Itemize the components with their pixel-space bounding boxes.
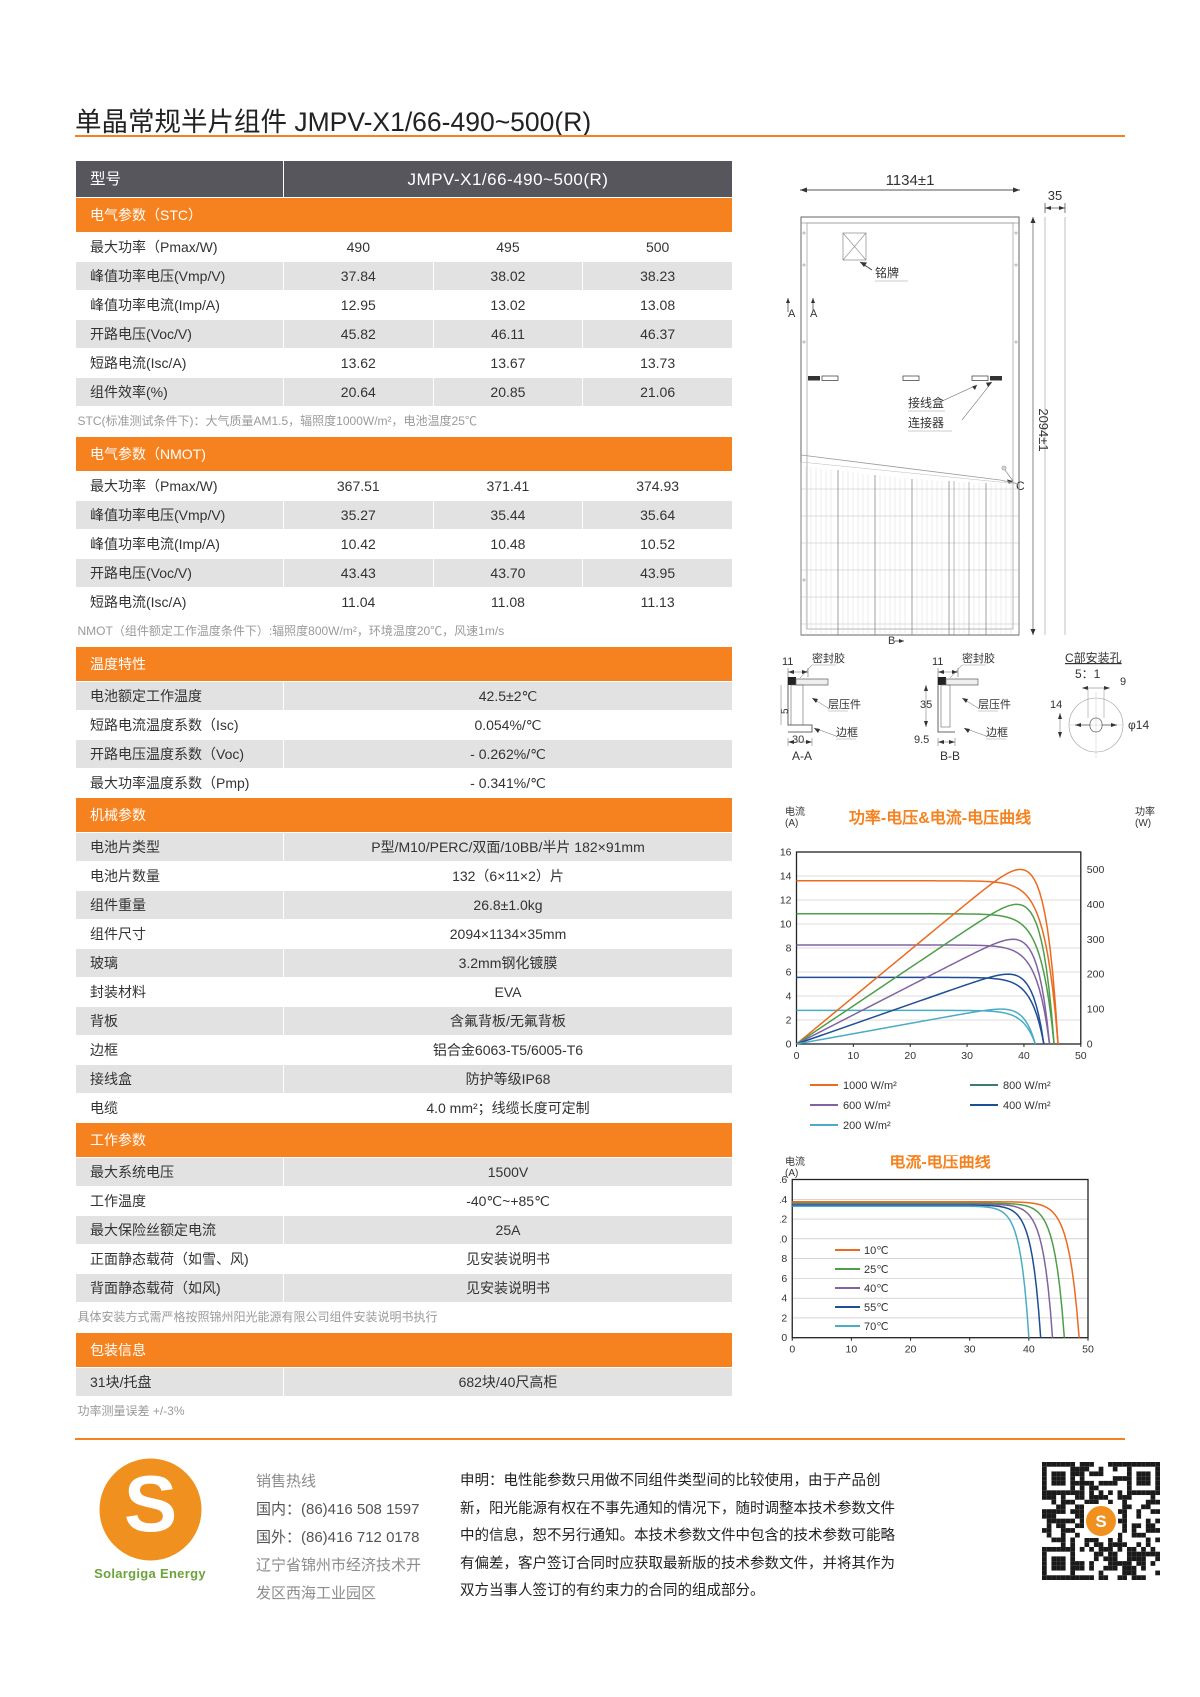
svg-text:16: 16 [780, 847, 792, 859]
svg-text:400: 400 [1087, 899, 1105, 911]
svg-text:200: 200 [1087, 969, 1105, 981]
svg-text:10℃: 10℃ [864, 1245, 889, 1257]
svg-text:0: 0 [794, 1050, 800, 1062]
svg-text:35: 35 [1048, 188, 1062, 203]
svg-text:层压件: 层压件 [828, 698, 861, 711]
svg-text:10: 10 [846, 1344, 858, 1356]
svg-text:55℃: 55℃ [864, 1302, 889, 1314]
svg-text:C: C [1016, 479, 1025, 493]
svg-text:100: 100 [1087, 1004, 1105, 1016]
svg-text:边框: 边框 [986, 726, 1008, 739]
svg-text:11: 11 [782, 656, 793, 668]
svg-text:14: 14 [780, 1194, 787, 1206]
svg-text:铭牌: 铭牌 [875, 265, 899, 280]
svg-text:电流-电压曲线: 电流-电压曲线 [889, 1155, 990, 1171]
svg-text:2: 2 [781, 1312, 787, 1324]
svg-text:50: 50 [1075, 1050, 1087, 1062]
svg-text:密封胶: 密封胶 [962, 651, 995, 665]
svg-text:φ14: φ14 [1128, 718, 1149, 732]
svg-text:30: 30 [964, 1344, 976, 1356]
svg-text:0: 0 [1087, 1039, 1093, 1051]
svg-text:4: 4 [786, 991, 792, 1003]
svg-text:40: 40 [1023, 1344, 1035, 1356]
svg-text:25℃: 25℃ [864, 1264, 889, 1276]
svg-text:电流: 电流 [785, 1155, 805, 1168]
svg-text:20: 20 [904, 1050, 916, 1062]
svg-text:5：1: 5：1 [1075, 667, 1101, 681]
svg-text:10: 10 [780, 919, 792, 931]
svg-text:50: 50 [1082, 1344, 1094, 1356]
svg-text:14: 14 [780, 871, 792, 883]
svg-text:6: 6 [786, 967, 792, 979]
svg-text:30: 30 [792, 734, 804, 746]
svg-text:500: 500 [1087, 864, 1105, 876]
svg-text:10: 10 [780, 1233, 787, 1245]
svg-text:40: 40 [1018, 1050, 1030, 1062]
svg-text:A-A: A-A [792, 749, 812, 763]
svg-text:14: 14 [1050, 699, 1062, 711]
svg-text:2: 2 [786, 1015, 792, 1027]
svg-text:接线盒: 接线盒 [908, 395, 944, 410]
svg-text:C部安装孔: C部安装孔 [1065, 650, 1122, 665]
svg-text:0: 0 [781, 1332, 787, 1344]
svg-text:电流: 电流 [785, 805, 805, 818]
svg-text:功率-电压&电流-电压曲线: 功率-电压&电流-电压曲线 [849, 808, 1031, 827]
svg-text:6: 6 [781, 1273, 787, 1285]
svg-text:(A): (A) [785, 818, 798, 829]
svg-text:400 W/m²: 400 W/m² [1003, 1100, 1051, 1112]
svg-text:10: 10 [848, 1050, 860, 1062]
svg-text:功率: 功率 [1135, 805, 1155, 818]
svg-text:层压件: 层压件 [978, 698, 1011, 711]
svg-text:边框: 边框 [836, 726, 858, 739]
svg-text:B-B: B-B [940, 749, 960, 763]
svg-text:1000 W/m²: 1000 W/m² [843, 1080, 897, 1092]
svg-text:200 W/m²: 200 W/m² [843, 1120, 891, 1132]
svg-text:S: S [123, 1459, 176, 1548]
svg-text:70℃: 70℃ [864, 1321, 889, 1333]
svg-text:600 W/m²: 600 W/m² [843, 1100, 891, 1112]
svg-text:5: 5 [780, 708, 791, 714]
svg-text:4: 4 [781, 1293, 787, 1305]
svg-text:0: 0 [786, 1039, 792, 1051]
svg-text:8: 8 [786, 943, 792, 955]
svg-text:12: 12 [780, 1214, 787, 1226]
svg-text:30: 30 [961, 1050, 973, 1062]
svg-text:9.5: 9.5 [914, 734, 929, 746]
svg-text:20: 20 [905, 1344, 917, 1356]
svg-text:2094±1: 2094±1 [1036, 408, 1051, 451]
svg-text:B: B [888, 635, 895, 647]
svg-text:800 W/m²: 800 W/m² [1003, 1080, 1051, 1092]
svg-text:300: 300 [1087, 934, 1105, 946]
svg-text:S: S [1095, 1512, 1106, 1531]
svg-text:12: 12 [780, 895, 792, 907]
svg-text:密封胶: 密封胶 [812, 651, 845, 665]
svg-text:40℃: 40℃ [864, 1283, 889, 1295]
svg-text:11: 11 [932, 656, 943, 668]
svg-text:16: 16 [780, 1174, 787, 1186]
svg-text:8: 8 [781, 1253, 787, 1265]
svg-text:(W): (W) [1135, 818, 1151, 829]
svg-text:连接器: 连接器 [908, 415, 944, 430]
svg-text:1134±1: 1134±1 [886, 172, 935, 189]
svg-text:A: A [810, 308, 818, 320]
svg-text:A: A [788, 308, 796, 320]
svg-text:9: 9 [1120, 676, 1126, 688]
svg-text:0: 0 [789, 1344, 795, 1356]
